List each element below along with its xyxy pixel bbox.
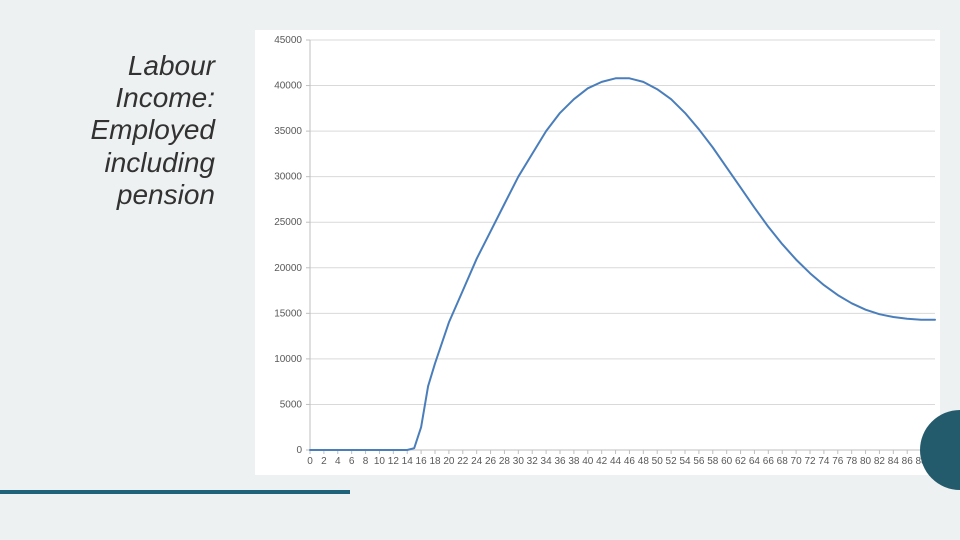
y-tick-label: 5000 [280,399,303,410]
x-tick-label: 36 [554,456,566,467]
x-tick-label: 38 [568,456,580,467]
x-tick-label: 16 [416,456,428,467]
x-tick-label: 48 [638,456,650,467]
x-tick-label: 42 [596,456,608,467]
x-tick-label: 30 [513,456,525,467]
x-tick-label: 6 [349,456,355,467]
x-tick-label: 84 [888,456,900,467]
x-tick-label: 74 [818,456,830,467]
income-chart: 0 5000 10000 15000 20000 25000 30000 35000 40000… [255,30,940,475]
x-tick-label: 4 [335,456,341,467]
x-tick-label: 60 [721,456,733,467]
x-tick-label: 56 [693,456,705,467]
y-tick-label: 0 [296,445,302,456]
x-tick-label: 52 [666,456,678,467]
x-tick-label: 50 [652,456,664,467]
y-tick-label: 40000 [274,81,302,92]
x-tick-label: 26 [485,456,497,467]
x-tick-label: 24 [471,456,483,467]
x-tick-label: 64 [749,456,761,467]
decor-underline [0,490,350,494]
y-tick-label: 35000 [274,126,302,137]
x-tick-label: 40 [582,456,594,467]
x-tick-label: 54 [679,456,691,467]
x-tick-label: 12 [388,456,400,467]
x-tick-label: 70 [791,456,803,467]
x-tick-label: 80 [860,456,872,467]
x-tick-label: 8 [363,456,369,467]
y-tick-label: 30000 [274,172,302,183]
x-tick-label: 20 [443,456,455,467]
x-tick-label: 14 [402,456,414,467]
y-tick-label: 15000 [274,308,302,319]
x-tick-label: 72 [804,456,816,467]
x-tick-label: 10 [374,456,386,467]
x-tick-label: 46 [624,456,636,467]
y-tick-label: 10000 [274,354,302,365]
x-tick-label: 22 [457,456,469,467]
x-tick-label: 82 [874,456,886,467]
x-tick-label: 32 [527,456,539,467]
x-tick-label: 28 [499,456,511,467]
x-tick-label: 76 [832,456,844,467]
x-tick-label: 18 [429,456,441,467]
x-tick-label: 66 [763,456,775,467]
x-tick-label: 86 [902,456,914,467]
x-tick-label: 2 [321,456,327,467]
x-tick-label: 44 [610,456,622,467]
x-tick-label: 78 [846,456,858,467]
x-tick-label: 62 [735,456,747,467]
slide-title: Labour Income: Employed including pensio… [0,50,215,211]
y-tick-label: 45000 [274,35,302,46]
x-tick-label: 0 [307,456,313,467]
x-tick-label: 34 [541,456,553,467]
y-tick-label: 25000 [274,217,302,228]
y-tick-label: 20000 [274,263,302,274]
x-tick-label: 58 [707,456,719,467]
x-tick-label: 68 [777,456,789,467]
